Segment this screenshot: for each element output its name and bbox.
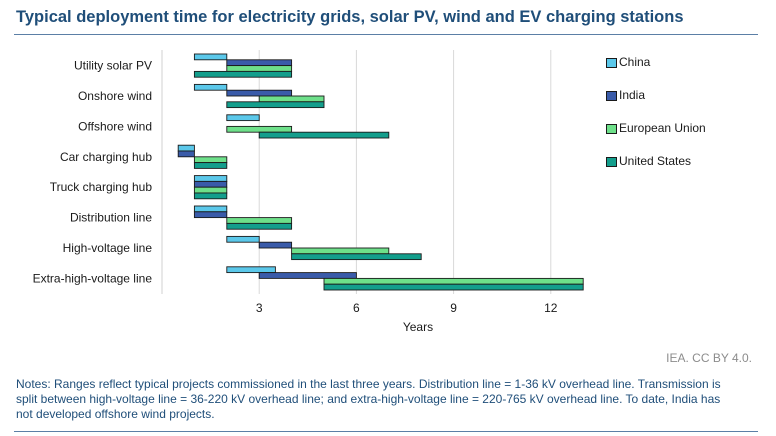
bottom-divider [14,431,758,432]
bar-united-states-car-charging-hub [193,162,228,169]
bar-european-union-car-charging-hub [193,156,228,164]
deployment-time-chart: 3 6 9 12 Years Utility solar PV Onshore wind Of… [33,50,584,334]
bar-china-offshore-wind [226,114,260,122]
legend-label-united-states: United States [619,154,692,168]
x-axis-title: Years [403,320,433,334]
bar-united-states-high-voltage-line [291,253,422,261]
x-tick-label-12: 12 [544,301,558,315]
bar-china-high-voltage-line [226,235,260,243]
bar-india-onshore-wind [226,89,293,97]
bar-united-states-utility-solar-pv [193,70,293,78]
bar-india-truck-charging-hub [193,180,228,188]
chart-title: Typical deployment time for electricity … [16,8,684,26]
category-label-distribution-line: Distribution line [70,211,152,225]
category-label-extra-high-voltage-line: Extra-high-voltage line [33,271,153,285]
category-label-car-charging-hub: Car charging hub [60,150,152,164]
bar-india-extra-high-voltage-line [258,272,357,279]
bar-china-distribution-line [193,205,228,213]
x-tick-label-9: 9 [450,301,457,315]
bar-united-states-distribution-line [226,222,293,230]
category-label-truck-charging-hub: Truck charging hub [50,180,153,194]
bar-european-union-distribution-line [226,217,293,224]
bar-china-car-charging-hub [177,144,195,152]
bar-european-union-utility-solar-pv [226,65,293,72]
category-label-offshore-wind: Offshore wind [78,119,152,133]
bar-united-states-offshore-wind [258,131,390,139]
category-label-utility-solar-pv: Utility solar PV [74,59,152,73]
legend-swatch-china [606,58,617,68]
source-credit: IEA. CC BY 4.0. [666,351,752,365]
bar-united-states-extra-high-voltage-line [323,283,584,291]
bar-india-utility-solar-pv [226,59,293,67]
bar-european-union-truck-charging-hub [193,186,228,194]
chart-notes: Notes: Ranges reflect typical projects c… [16,377,721,421]
bar-india-car-charging-hub [177,150,195,158]
category-label-high-voltage-line: High-voltage line [63,241,153,255]
category-label-onshore-wind: Onshore wind [78,89,152,103]
bar-united-states-truck-charging-hub [193,192,228,200]
bar-european-union-offshore-wind [226,125,293,133]
bar-european-union-high-voltage-line [291,247,390,255]
x-tick-label-3: 3 [256,301,263,315]
legend-swatch-european-union [606,124,617,134]
bar-china-onshore-wind [193,83,228,91]
x-tick-label-6: 6 [353,301,360,315]
title-divider [14,34,758,35]
legend-label-european-union: European Union [619,121,706,135]
bar-european-union-extra-high-voltage-line [323,277,584,285]
bar-india-distribution-line [193,211,228,219]
legend-swatch-united-states [606,157,617,167]
legend-label-china: China [619,55,651,69]
bar-united-states-onshore-wind [226,101,325,109]
bar-china-truck-charging-hub [193,175,228,182]
bar-european-union-onshore-wind [258,95,325,103]
legend-label-india: India [619,88,646,102]
bar-india-high-voltage-line [258,241,293,249]
bar-china-extra-high-voltage-line [226,266,276,274]
bar-china-utility-solar-pv [193,53,228,61]
legend-swatch-india [606,91,617,101]
